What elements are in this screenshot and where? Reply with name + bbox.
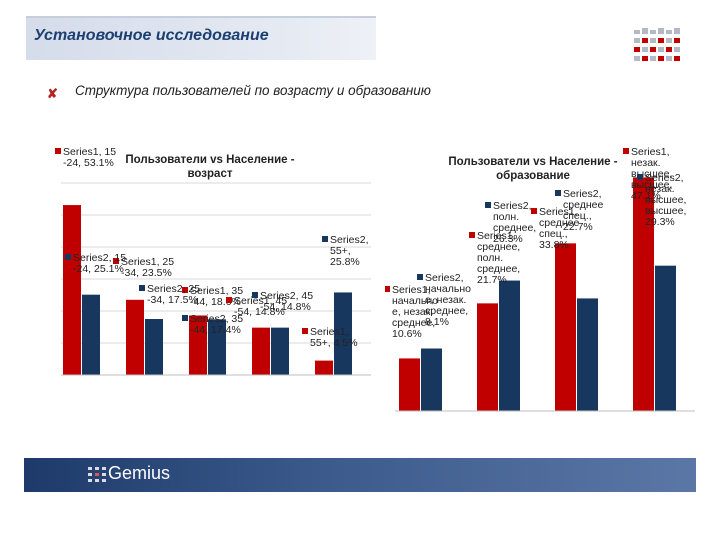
bar-series2-1: [82, 294, 100, 375]
label-key-series1: [302, 328, 308, 334]
data-label: Series1, среднее, полн. среднее, 21.7%: [477, 230, 520, 286]
footer-brand: Gemius: [108, 463, 171, 483]
label-key-series1: [113, 258, 119, 264]
x-bullet-icon: ✘: [47, 86, 58, 101]
label-key-series1: [226, 297, 232, 303]
age-chart: Пользователи vs Население -возраст Series…: [55, 146, 371, 376]
label-key-series1: [182, 287, 188, 293]
gemius-dots-logo-icon: [634, 28, 680, 61]
label-key-series2, незак. высшее, высшее, 29.3%: [637, 174, 643, 180]
header-banner: Установочное исследование: [26, 16, 376, 60]
footer-bar: Gemius: [24, 458, 696, 492]
bar-series1-2: [477, 303, 498, 411]
bar-series1-1: [63, 205, 81, 375]
bar-series1-5: [315, 360, 333, 375]
data-label: Series1, незак. высшее, высшее, 47.1%: [631, 146, 672, 202]
bar-series1-3: [189, 315, 207, 375]
label-key-series1: [531, 208, 537, 214]
data-label: Series2, 55+, 25.8%: [330, 234, 369, 268]
label-key-series2: [252, 292, 258, 298]
data-label: Series2, 35 -44, 17.4%: [190, 313, 243, 336]
bar-series2-5: [334, 292, 352, 375]
label-key-series2: [417, 274, 423, 280]
bar-series2-4: [271, 327, 289, 375]
chart-title: Пользователи vs Население -образование: [448, 156, 617, 182]
bar-series1-4: [252, 327, 270, 375]
data-label: Series2, 45 -54, 14.8%: [260, 290, 313, 313]
bar-series2-2: [145, 319, 163, 375]
data-label: Series2, среднее спец., 22.7%: [563, 188, 603, 233]
section-subtitle: Структура пользователей по возрасту и об…: [75, 83, 431, 98]
data-label: Series2, незак. высшее, высшее, 29.3%: [645, 172, 686, 228]
label-key-series1: [385, 286, 390, 292]
data-label: Series1, 35 -44, 18.6%: [190, 285, 243, 308]
bar-series1-4: [633, 177, 654, 411]
bar-series2-3: [208, 319, 226, 375]
label-key-series2: [322, 236, 328, 242]
data-label: Series1, 25 -34, 23.5%: [121, 256, 174, 279]
data-label: Series2, начально е, незак. среднее, 8.1%: [425, 272, 471, 328]
header-rule: [26, 16, 376, 18]
bar-series1-3: [555, 243, 576, 411]
chart-title: Пользователи vs Население -возраст: [125, 154, 294, 180]
bar-series1-2: [126, 299, 144, 375]
data-label: Series2, 15 -24, 25.1%: [73, 252, 126, 275]
label-key-series2: [182, 315, 188, 321]
bar-series2-2: [499, 280, 520, 411]
data-label: Series1, среднее спец., 33.8%: [539, 206, 579, 251]
label-key-series1: [469, 232, 475, 238]
bar-series2-3: [577, 298, 598, 411]
bar-series1-1: [399, 358, 420, 411]
data-label: Series1, начально e, незак. среднее, 10.6%: [392, 284, 438, 340]
data-label: Series1, 55+, 4.5%: [310, 326, 358, 349]
gemius-logo-icon: [88, 467, 106, 482]
bar-series2-4: [655, 265, 676, 411]
page-title: Установочное исследование: [34, 27, 269, 44]
data-label: Series1, 45 -54, 14.8%: [234, 295, 287, 318]
label-key-series2: [139, 285, 145, 291]
data-label: Series2, 25 -34, 17.5%: [147, 283, 200, 306]
label-key-series2: [485, 202, 491, 208]
label-key-series1: [623, 148, 629, 154]
data-label: Series1, 15 -24, 53.1%: [63, 146, 116, 169]
bar-series2-1: [421, 348, 442, 411]
label-key-series1: [55, 148, 61, 154]
data-label: Series2, полн. среднее, 26.3%: [493, 200, 536, 245]
education-chart: Пользователи vs Население -образование Se…: [385, 146, 695, 412]
label-key-series2: [65, 254, 71, 260]
label-key-series2: [555, 190, 561, 196]
